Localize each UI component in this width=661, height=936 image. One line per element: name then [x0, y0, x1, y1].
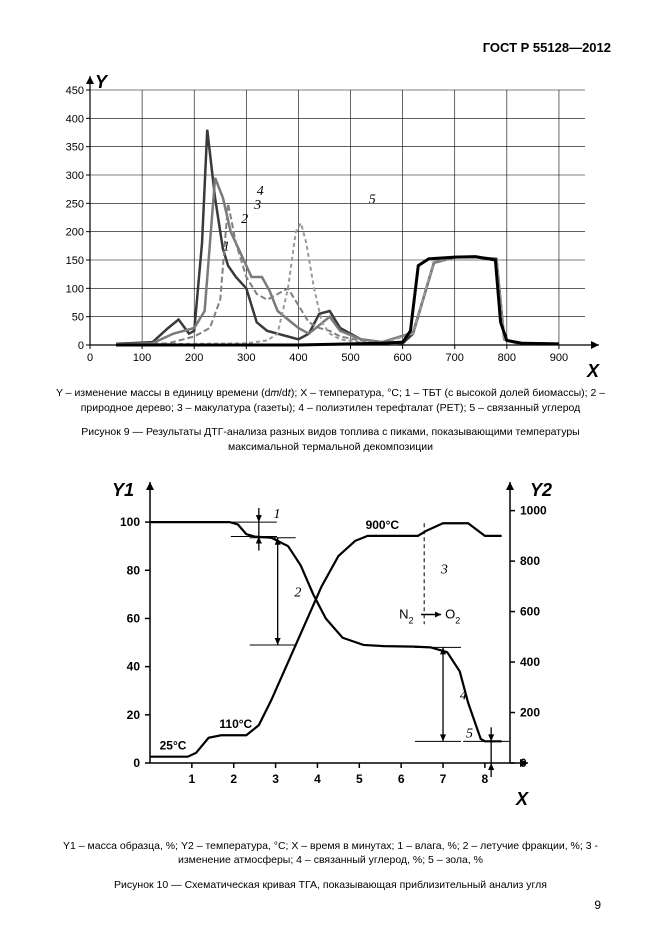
- figure-10-legend: Y1 – масса образца, %; Y2 – температура,…: [50, 839, 611, 868]
- svg-text:200: 200: [66, 227, 84, 239]
- svg-text:1: 1: [273, 507, 280, 522]
- svg-text:400: 400: [289, 352, 307, 364]
- figure-9-chart: 0 100 200 300 400 500 600 700 800 900 0 50 100 150 200…: [50, 65, 611, 380]
- svg-text:900°C: 900°C: [366, 518, 400, 532]
- figure-10-chart: 123456780204060801000200400600800100025°…: [50, 473, 611, 833]
- svg-text:6: 6: [398, 772, 405, 786]
- svg-text:300: 300: [237, 352, 255, 364]
- svg-text:800: 800: [520, 554, 540, 568]
- svg-text:1: 1: [189, 772, 196, 786]
- svg-text:2: 2: [241, 212, 248, 227]
- svg-text:20: 20: [127, 708, 141, 722]
- svg-text:3: 3: [440, 562, 448, 577]
- svg-text:100: 100: [120, 515, 140, 529]
- svg-text:8: 8: [482, 772, 489, 786]
- svg-text:2: 2: [230, 772, 237, 786]
- svg-text:Y1: Y1: [112, 480, 134, 500]
- svg-text:3: 3: [272, 772, 279, 786]
- svg-text:25°C: 25°C: [160, 738, 187, 752]
- svg-text:600: 600: [520, 604, 540, 618]
- svg-text:3: 3: [253, 198, 261, 213]
- svg-text:1000: 1000: [520, 503, 547, 517]
- svg-text:X: X: [515, 789, 529, 809]
- svg-text:0: 0: [133, 756, 140, 770]
- figure-10-caption: Рисунок 10 — Схематическая кривая ТГА, п…: [50, 878, 611, 893]
- svg-text:50: 50: [72, 312, 84, 324]
- svg-text:100: 100: [133, 352, 151, 364]
- svg-text:600: 600: [393, 352, 411, 364]
- svg-text:0: 0: [520, 756, 527, 770]
- svg-text:X: X: [586, 361, 600, 380]
- figure-9-legend: Y – изменение массы в единицу времени (d…: [50, 386, 611, 415]
- svg-text:5: 5: [466, 726, 473, 741]
- svg-text:400: 400: [520, 655, 540, 669]
- svg-text:0: 0: [78, 340, 84, 352]
- svg-text:200: 200: [185, 352, 203, 364]
- svg-text:250: 250: [66, 198, 84, 210]
- svg-text:Y2: Y2: [530, 480, 552, 500]
- svg-text:500: 500: [341, 352, 359, 364]
- svg-text:200: 200: [520, 705, 540, 719]
- svg-text:4: 4: [460, 688, 467, 703]
- svg-text:4: 4: [314, 772, 321, 786]
- svg-text:4: 4: [257, 184, 264, 199]
- document-header: ГОСТ Р 55128—2012: [50, 40, 611, 55]
- svg-text:100: 100: [66, 283, 84, 295]
- figure-9-caption: Рисунок 9 — Результаты ДТГ-анализа разны…: [50, 425, 611, 454]
- svg-text:7: 7: [440, 772, 447, 786]
- svg-text:350: 350: [66, 142, 84, 154]
- svg-text:O2: O2: [445, 606, 460, 625]
- svg-text:300: 300: [66, 170, 84, 182]
- svg-text:80: 80: [127, 563, 141, 577]
- svg-text:2: 2: [294, 585, 301, 600]
- page-number: 9: [594, 898, 601, 912]
- svg-text:900: 900: [550, 352, 568, 364]
- svg-text:700: 700: [446, 352, 464, 364]
- svg-text:450: 450: [66, 85, 84, 97]
- svg-text:Y: Y: [95, 72, 109, 92]
- svg-text:150: 150: [66, 255, 84, 267]
- svg-text:5: 5: [369, 192, 376, 207]
- svg-text:N2: N2: [399, 606, 413, 625]
- svg-text:60: 60: [127, 611, 141, 625]
- svg-text:110°C: 110°C: [219, 717, 252, 731]
- svg-text:5: 5: [356, 772, 363, 786]
- svg-text:0: 0: [87, 352, 93, 364]
- svg-text:400: 400: [66, 113, 84, 125]
- svg-text:800: 800: [498, 352, 516, 364]
- svg-text:1: 1: [223, 239, 230, 254]
- svg-text:40: 40: [127, 659, 141, 673]
